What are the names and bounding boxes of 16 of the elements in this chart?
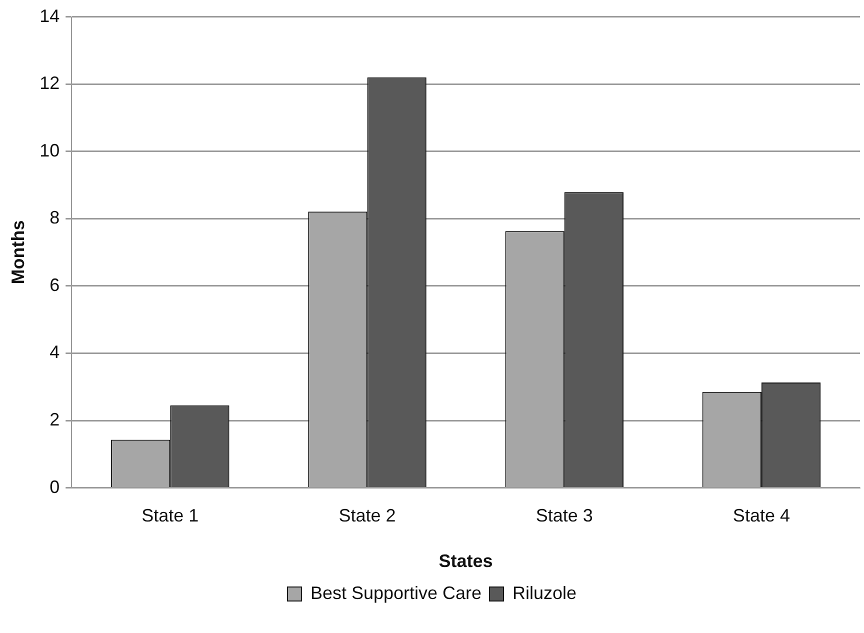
y-tick-label: 8	[50, 208, 60, 228]
x-tick-label: State 2	[338, 506, 396, 526]
y-tick-label: 12	[40, 73, 60, 94]
legend-label: Riluzole	[512, 582, 577, 603]
x-tick-label: State 1	[142, 506, 199, 526]
x-tick-label: State 4	[732, 506, 790, 526]
legend-label: Best Supportive Care	[310, 582, 482, 603]
y-tick-label: 6	[50, 274, 60, 295]
y-tick-label: 10	[40, 140, 60, 160]
y-tick-label: 4	[50, 342, 60, 362]
y-tick-label: 14	[40, 6, 60, 26]
y-tick-label: 0	[50, 476, 60, 497]
y-axis-title: Months	[8, 220, 28, 284]
x-tick-label: State 3	[536, 506, 593, 526]
x-axis-title: States	[438, 551, 493, 572]
y-tick-label: 2	[50, 409, 60, 430]
